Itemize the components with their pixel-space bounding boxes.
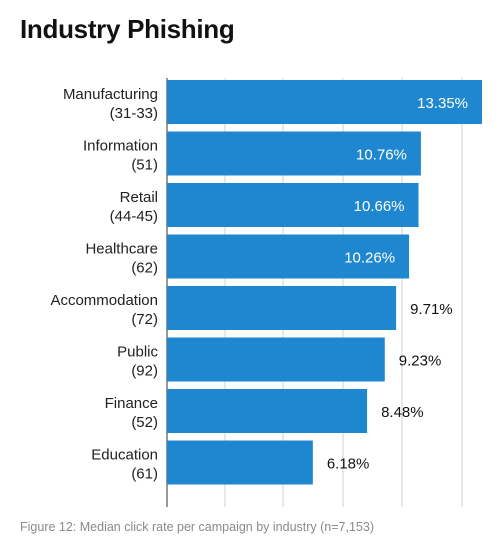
value-label-2: 10.66% xyxy=(354,198,405,215)
bar-7 xyxy=(167,440,313,485)
category-code-label-5: (92) xyxy=(131,363,158,380)
page-title: Industry Phishing xyxy=(20,14,235,44)
category-label-0: Manufacturing xyxy=(63,86,158,103)
value-label-5: 9.23% xyxy=(399,353,442,370)
bar-3 xyxy=(167,234,410,279)
category-code-label-2: (44-45) xyxy=(110,208,158,225)
category-label-7: Education xyxy=(91,447,158,464)
category-label-4: Accommodation xyxy=(50,292,158,309)
bar-5 xyxy=(167,337,385,382)
category-code-label-3: (62) xyxy=(131,260,158,277)
value-label-0: 13.35% xyxy=(417,95,468,112)
value-label-4: 9.71% xyxy=(410,301,453,318)
figure-caption: Figure 12: Median click rate per campaig… xyxy=(20,520,374,534)
value-label-6: 8.48% xyxy=(381,404,424,421)
bar-1 xyxy=(167,131,421,176)
value-label-3: 10.26% xyxy=(344,250,395,267)
category-code-label-7: (61) xyxy=(131,466,158,483)
category-label-2: Retail xyxy=(120,189,158,206)
category-label-1: Information xyxy=(83,138,158,155)
value-label-1: 10.76% xyxy=(356,147,407,164)
bar-chart: Manufacturing (31-33) 13.35% Information (51… xyxy=(50,78,482,507)
bar-6 xyxy=(167,389,368,433)
labels: Manufacturing (31-33) 13.35% Information (51… xyxy=(50,86,468,483)
category-code-label-6: (52) xyxy=(131,414,158,431)
category-code-label-4: (72) xyxy=(131,311,158,328)
bar-2 xyxy=(167,183,419,227)
category-label-6: Finance xyxy=(105,395,158,412)
value-label-7: 6.18% xyxy=(327,456,370,473)
category-label-3: Healthcare xyxy=(85,241,158,258)
bar-4 xyxy=(167,286,397,330)
category-label-5: Public xyxy=(117,344,158,361)
bar-0 xyxy=(167,80,482,124)
category-code-label-1: (51) xyxy=(131,157,158,174)
category-code-label-0: (31-33) xyxy=(110,105,158,122)
bars xyxy=(167,80,482,485)
